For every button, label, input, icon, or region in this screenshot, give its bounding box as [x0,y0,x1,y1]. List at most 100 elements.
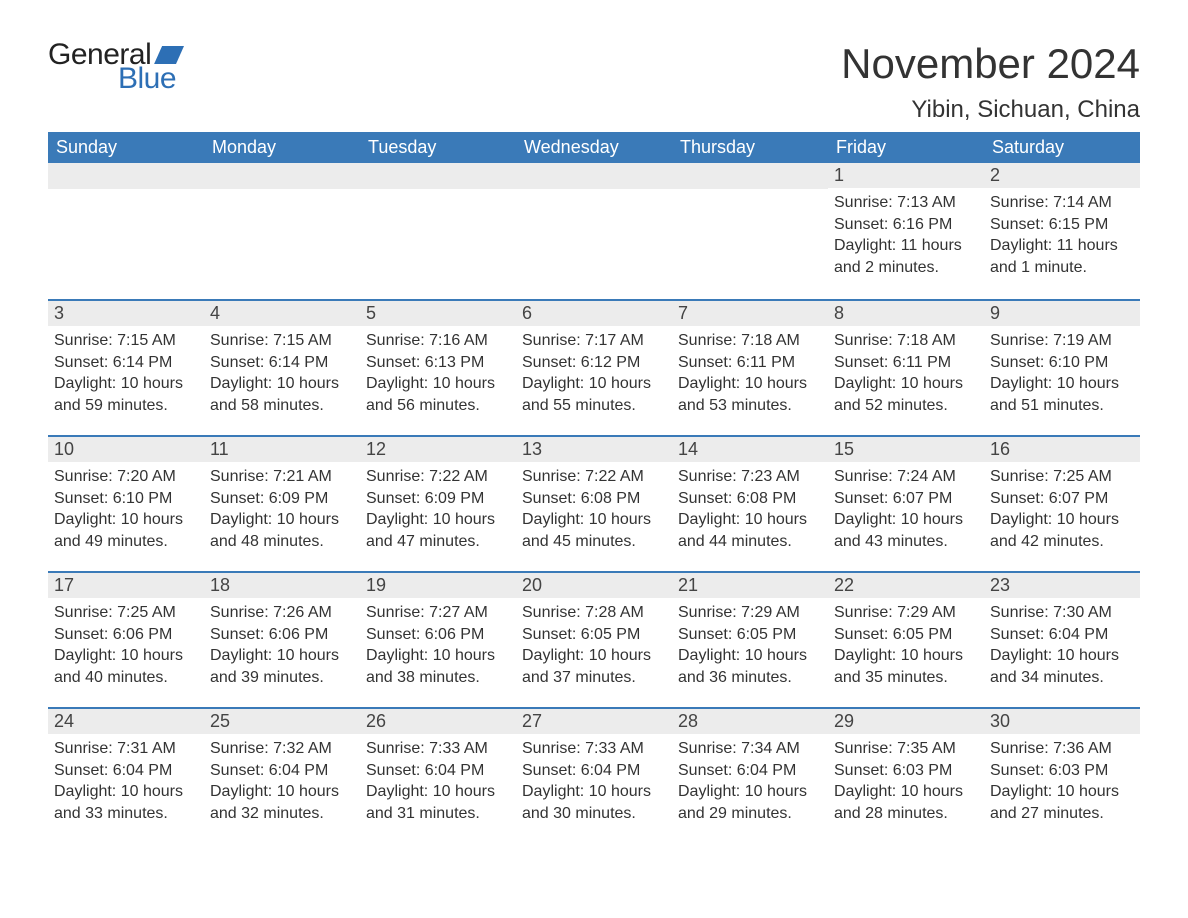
weekday-header: Wednesday [516,132,672,163]
day-body: Sunrise: 7:18 AMSunset: 6:11 PMDaylight:… [672,326,828,426]
calendar-day: 30Sunrise: 7:36 AMSunset: 6:03 PMDayligh… [984,709,1140,843]
weekday-header: Sunday [48,132,204,163]
day-body: Sunrise: 7:34 AMSunset: 6:04 PMDaylight:… [672,734,828,834]
day-body: Sunrise: 7:22 AMSunset: 6:09 PMDaylight:… [360,462,516,562]
sunrise-text: Sunrise: 7:32 AM [210,738,354,760]
day-body: Sunrise: 7:18 AMSunset: 6:11 PMDaylight:… [828,326,984,426]
day-body: Sunrise: 7:33 AMSunset: 6:04 PMDaylight:… [360,734,516,834]
daylight-text: Daylight: 10 hours and 42 minutes. [990,509,1134,552]
day-body: Sunrise: 7:23 AMSunset: 6:08 PMDaylight:… [672,462,828,562]
daylight-text: Daylight: 10 hours and 58 minutes. [210,373,354,416]
calendar-day: 16Sunrise: 7:25 AMSunset: 6:07 PMDayligh… [984,437,1140,571]
calendar-day: 13Sunrise: 7:22 AMSunset: 6:08 PMDayligh… [516,437,672,571]
weekday-header: Friday [828,132,984,163]
day-number: 13 [516,437,672,462]
sunrise-text: Sunrise: 7:22 AM [366,466,510,488]
weekday-header: Thursday [672,132,828,163]
day-number: 25 [204,709,360,734]
calendar-day: 29Sunrise: 7:35 AMSunset: 6:03 PMDayligh… [828,709,984,843]
sunset-text: Sunset: 6:14 PM [210,352,354,374]
sunrise-text: Sunrise: 7:35 AM [834,738,978,760]
day-body: Sunrise: 7:14 AMSunset: 6:15 PMDaylight:… [984,188,1140,288]
sunrise-text: Sunrise: 7:36 AM [990,738,1134,760]
calendar-day: 17Sunrise: 7:25 AMSunset: 6:06 PMDayligh… [48,573,204,707]
calendar-day: 9Sunrise: 7:19 AMSunset: 6:10 PMDaylight… [984,301,1140,435]
calendar-day: 8Sunrise: 7:18 AMSunset: 6:11 PMDaylight… [828,301,984,435]
sunrise-text: Sunrise: 7:31 AM [54,738,198,760]
calendar-week: 1Sunrise: 7:13 AMSunset: 6:16 PMDaylight… [48,163,1140,299]
calendar-day: 5Sunrise: 7:16 AMSunset: 6:13 PMDaylight… [360,301,516,435]
day-body: Sunrise: 7:25 AMSunset: 6:06 PMDaylight:… [48,598,204,698]
day-number: 21 [672,573,828,598]
day-number: 3 [48,301,204,326]
sunset-text: Sunset: 6:07 PM [834,488,978,510]
day-body: Sunrise: 7:31 AMSunset: 6:04 PMDaylight:… [48,734,204,834]
daylight-text: Daylight: 10 hours and 59 minutes. [54,373,198,416]
daylight-text: Daylight: 10 hours and 30 minutes. [522,781,666,824]
sunrise-text: Sunrise: 7:33 AM [522,738,666,760]
day-number: 27 [516,709,672,734]
empty-day-header [48,163,204,189]
day-body: Sunrise: 7:29 AMSunset: 6:05 PMDaylight:… [672,598,828,698]
calendar-day [516,163,672,299]
daylight-text: Daylight: 10 hours and 47 minutes. [366,509,510,552]
sunrise-text: Sunrise: 7:13 AM [834,192,978,214]
sunrise-text: Sunrise: 7:14 AM [990,192,1134,214]
logo-text-blue: Blue [118,64,184,94]
sunrise-text: Sunrise: 7:17 AM [522,330,666,352]
sunset-text: Sunset: 6:04 PM [990,624,1134,646]
sunrise-text: Sunrise: 7:25 AM [54,602,198,624]
day-body: Sunrise: 7:19 AMSunset: 6:10 PMDaylight:… [984,326,1140,426]
sunset-text: Sunset: 6:14 PM [54,352,198,374]
day-body: Sunrise: 7:28 AMSunset: 6:05 PMDaylight:… [516,598,672,698]
sunrise-text: Sunrise: 7:27 AM [366,602,510,624]
day-body: Sunrise: 7:29 AMSunset: 6:05 PMDaylight:… [828,598,984,698]
daylight-text: Daylight: 10 hours and 38 minutes. [366,645,510,688]
day-number: 24 [48,709,204,734]
logo: General Blue [48,40,184,94]
sunrise-text: Sunrise: 7:26 AM [210,602,354,624]
day-number: 26 [360,709,516,734]
empty-day-header [516,163,672,189]
sunset-text: Sunset: 6:10 PM [54,488,198,510]
calendar-day [360,163,516,299]
sunrise-text: Sunrise: 7:21 AM [210,466,354,488]
sunset-text: Sunset: 6:11 PM [834,352,978,374]
day-number: 18 [204,573,360,598]
sunrise-text: Sunrise: 7:28 AM [522,602,666,624]
day-number: 12 [360,437,516,462]
sunset-text: Sunset: 6:16 PM [834,214,978,236]
day-body: Sunrise: 7:17 AMSunset: 6:12 PMDaylight:… [516,326,672,426]
calendar-day: 11Sunrise: 7:21 AMSunset: 6:09 PMDayligh… [204,437,360,571]
sunset-text: Sunset: 6:04 PM [522,760,666,782]
weekday-header-row: SundayMondayTuesdayWednesdayThursdayFrid… [48,132,1140,163]
calendar-day: 3Sunrise: 7:15 AMSunset: 6:14 PMDaylight… [48,301,204,435]
day-body: Sunrise: 7:21 AMSunset: 6:09 PMDaylight:… [204,462,360,562]
day-body: Sunrise: 7:22 AMSunset: 6:08 PMDaylight:… [516,462,672,562]
month-title: November 2024 [841,40,1140,88]
sunset-text: Sunset: 6:08 PM [678,488,822,510]
sunset-text: Sunset: 6:05 PM [678,624,822,646]
daylight-text: Daylight: 10 hours and 34 minutes. [990,645,1134,688]
calendar-day: 6Sunrise: 7:17 AMSunset: 6:12 PMDaylight… [516,301,672,435]
daylight-text: Daylight: 10 hours and 53 minutes. [678,373,822,416]
day-body: Sunrise: 7:16 AMSunset: 6:13 PMDaylight:… [360,326,516,426]
day-number: 15 [828,437,984,462]
weekday-header: Monday [204,132,360,163]
sunrise-text: Sunrise: 7:18 AM [678,330,822,352]
calendar-week: 24Sunrise: 7:31 AMSunset: 6:04 PMDayligh… [48,707,1140,843]
calendar-day: 22Sunrise: 7:29 AMSunset: 6:05 PMDayligh… [828,573,984,707]
calendar-week: 10Sunrise: 7:20 AMSunset: 6:10 PMDayligh… [48,435,1140,571]
sunset-text: Sunset: 6:12 PM [522,352,666,374]
day-body: Sunrise: 7:33 AMSunset: 6:04 PMDaylight:… [516,734,672,834]
day-body: Sunrise: 7:36 AMSunset: 6:03 PMDaylight:… [984,734,1140,834]
calendar-day: 28Sunrise: 7:34 AMSunset: 6:04 PMDayligh… [672,709,828,843]
day-number: 20 [516,573,672,598]
weekday-header: Tuesday [360,132,516,163]
day-number: 16 [984,437,1140,462]
day-number: 5 [360,301,516,326]
sunrise-text: Sunrise: 7:19 AM [990,330,1134,352]
calendar-day: 2Sunrise: 7:14 AMSunset: 6:15 PMDaylight… [984,163,1140,299]
sunrise-text: Sunrise: 7:24 AM [834,466,978,488]
sunrise-text: Sunrise: 7:15 AM [210,330,354,352]
